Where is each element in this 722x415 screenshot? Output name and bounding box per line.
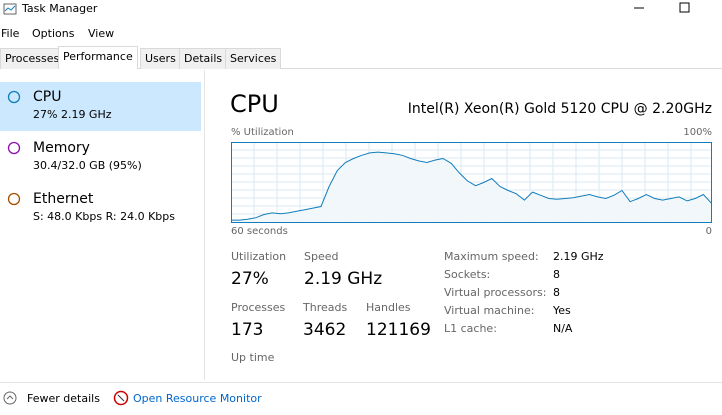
fewer-details[interactable]: Fewer details xyxy=(27,392,100,405)
graph-ylabel: % Utilization xyxy=(231,127,294,138)
window-title: Task Manager xyxy=(22,2,98,15)
tab[interactable]: Details xyxy=(179,48,228,69)
footer-icons xyxy=(3,390,129,406)
graph-xmin: 0 xyxy=(705,226,712,237)
detail-value: 8 xyxy=(553,286,560,299)
resource-monitor-link[interactable]: Open Resource Monitor xyxy=(133,392,262,405)
sidebar-detail: S: 48.0 Kbps R: 24.0 Kbps xyxy=(33,210,175,223)
stat-label: Up time xyxy=(231,351,275,364)
tab[interactable]: Users xyxy=(140,48,181,69)
detail-value: N/A xyxy=(553,322,573,335)
stat-value: 173 xyxy=(231,320,264,340)
divider xyxy=(204,70,205,380)
sidebar-name[interactable]: Memory xyxy=(33,140,90,156)
footer-border xyxy=(0,382,722,383)
detail-value: Yes xyxy=(553,304,571,317)
stat-value: 3462 xyxy=(303,320,347,340)
detail-label: Sockets: xyxy=(444,268,491,281)
sidebar-name[interactable]: Ethernet xyxy=(33,191,94,207)
detail-value: 8 xyxy=(553,268,560,281)
graph-border xyxy=(231,142,712,223)
menu-item[interactable]: File xyxy=(1,27,20,40)
cpu-title: CPU xyxy=(230,90,279,118)
cpu-model: Intel(R) Xeon(R) Gold 5120 CPU @ 2.20GHz xyxy=(407,101,712,117)
tab[interactable]: Performance xyxy=(58,46,138,69)
sidebar-icons xyxy=(7,90,21,206)
cpu-graph xyxy=(231,142,712,223)
detail-label: Virtual machine: xyxy=(444,304,535,317)
selected-item[interactable] xyxy=(0,82,201,131)
detail-label: L1 cache: xyxy=(444,322,497,335)
sidebar-name[interactable]: CPU xyxy=(33,89,62,105)
stat-label: Utilization xyxy=(231,250,287,263)
detail-value: 2.19 GHz xyxy=(553,250,604,263)
tab[interactable]: Services xyxy=(225,48,282,69)
detail-label: Virtual processors: xyxy=(444,286,547,299)
stat-label: Threads xyxy=(303,301,348,314)
menu-item[interactable]: View xyxy=(88,27,115,40)
stat-label: Handles xyxy=(366,301,411,314)
stat-value: 121169 xyxy=(366,320,431,340)
window-controls[interactable] xyxy=(628,0,722,18)
sidebar-detail: 27% 2.19 GHz xyxy=(33,108,112,121)
detail-label: Maximum speed: xyxy=(444,250,539,263)
graph-xlabel: 60 seconds xyxy=(231,226,288,237)
stat-label: Speed xyxy=(304,250,339,263)
utilization-line xyxy=(231,151,712,221)
stat-value: 2.19 GHz xyxy=(304,269,383,289)
sidebar-detail: 30.4/32.0 GB (95%) xyxy=(33,159,142,172)
graph-ymax: 100% xyxy=(683,127,712,138)
tab[interactable]: Processes xyxy=(0,48,65,69)
stat-value: 27% xyxy=(231,269,269,289)
menu-item[interactable]: Options xyxy=(32,27,75,40)
stat-label: Processes xyxy=(231,301,286,314)
app-icon xyxy=(3,3,17,15)
tab-border xyxy=(0,68,722,69)
graph-area xyxy=(231,152,712,223)
